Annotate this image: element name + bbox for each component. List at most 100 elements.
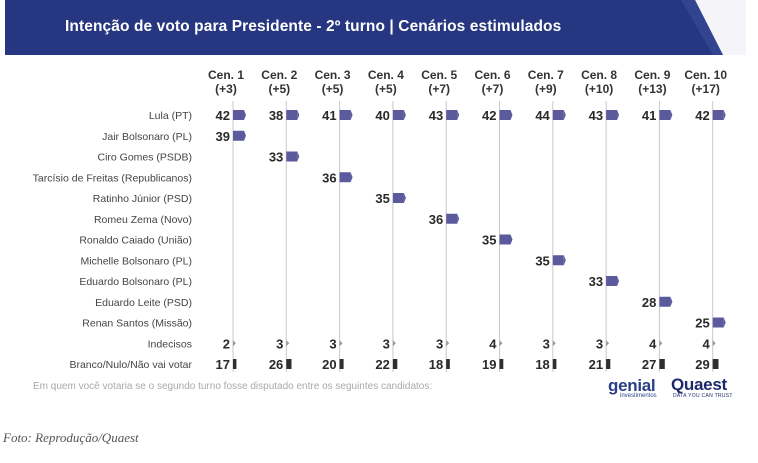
quaest-logo-text: Quaest	[671, 375, 727, 394]
value-bar	[233, 130, 244, 141]
value-bar	[659, 359, 665, 369]
value-label: 43	[589, 108, 603, 123]
value-bar-tip	[244, 130, 246, 141]
value-bar-tip	[563, 110, 566, 120]
value-label: 33	[589, 274, 603, 289]
value-bar	[339, 110, 351, 120]
value-label: 29	[695, 357, 709, 372]
value-label: 40	[375, 108, 389, 123]
value-label: 3	[383, 336, 390, 351]
value-label: 42	[482, 108, 496, 123]
value-label: 3	[276, 336, 283, 351]
value-label: 22	[375, 357, 389, 372]
row-label: Indecisos	[148, 338, 192, 350]
scenario-margin: (+3)	[215, 82, 237, 96]
value-bar-tip	[617, 110, 620, 120]
value-label: 20	[322, 357, 336, 372]
value-bar	[712, 359, 719, 369]
quaest-logo-subtext: DATA YOU CAN TRUST	[673, 393, 733, 399]
value-bar	[712, 317, 724, 328]
scenario-label: Cen. 8	[581, 68, 617, 82]
value-label: 42	[695, 108, 709, 123]
value-bar-tip	[244, 110, 246, 120]
chart-title: Intenção de voto para Presidente - 2º tu…	[65, 18, 562, 35]
value-tick	[659, 340, 663, 347]
scenario-label: Cen. 7	[528, 68, 564, 82]
value-bar-tip	[403, 110, 406, 120]
value-label: 3	[596, 336, 603, 351]
value-bar-tip	[723, 110, 726, 120]
value-label: 18	[535, 357, 549, 372]
value-bar	[286, 359, 292, 369]
row-label: Romeu Zema (Novo)	[94, 214, 192, 226]
value-bar	[606, 359, 611, 369]
value-bar	[606, 110, 618, 120]
scenario-label: Cen. 3	[315, 68, 351, 82]
value-bar-tip	[297, 110, 300, 120]
scenario-label: Cen. 5	[421, 68, 457, 82]
value-label: 33	[269, 150, 283, 165]
scenario-margin: (+5)	[322, 82, 344, 96]
scenario-label: Cen. 4	[368, 68, 404, 82]
row-label: Renan Santos (Missão)	[82, 318, 192, 330]
value-label: 4	[702, 336, 710, 351]
chart-card: Intenção de voto para Presidente - 2º tu…	[5, 0, 746, 412]
scenario-margin: (+13)	[638, 82, 666, 96]
value-tick	[339, 340, 343, 347]
value-bar	[339, 172, 351, 183]
row-label: Ciro Gomes (PSDB)	[97, 152, 192, 164]
header-decoration	[681, 0, 746, 55]
value-tick	[392, 340, 396, 347]
value-label: 4	[649, 336, 657, 351]
row-label: Tarcísio de Freitas (Republicanos)	[33, 172, 192, 184]
value-bar	[392, 193, 404, 203]
value-bar	[446, 359, 450, 369]
value-bar-tip	[510, 110, 513, 120]
value-tick	[606, 340, 610, 347]
value-tick	[446, 340, 450, 347]
value-label: 17	[216, 357, 230, 372]
question-footnote: Em quem você votaria se o segundo turno …	[33, 381, 433, 392]
value-tick	[712, 340, 716, 347]
row-label: Jair Bolsonaro (PL)	[102, 131, 192, 143]
value-bar-tip	[723, 317, 726, 328]
scenario-label: Cen. 10	[684, 68, 727, 82]
value-bar	[446, 110, 458, 120]
value-label: 35	[482, 233, 496, 248]
value-label: 26	[269, 357, 283, 372]
row-label: Lula (PT)	[149, 110, 192, 122]
quaest-logo: Quaest DATA YOU CAN TRUST	[671, 375, 733, 399]
value-bar	[552, 110, 564, 120]
value-bar	[499, 359, 504, 369]
row-label: Eduardo Leite (PSD)	[95, 297, 192, 309]
genial-logo-subtext: investimentos	[620, 393, 657, 399]
genial-logo: genial investimentos	[608, 376, 657, 399]
value-label: 41	[642, 108, 656, 123]
value-label: 36	[322, 170, 336, 185]
value-bar	[286, 110, 298, 120]
value-tick	[552, 340, 556, 347]
value-bar	[446, 213, 458, 224]
poll-table-chart: Cen. 1(+3)Cen. 2(+5)Cen. 3(+5)Cen. 4(+5)…	[33, 68, 727, 372]
row-label: Branco/Nulo/Não vai votar	[69, 359, 192, 371]
scenario-label: Cen. 9	[634, 68, 670, 82]
scenario-margin: (+7)	[428, 82, 450, 96]
value-label: 35	[375, 191, 389, 206]
value-tick	[233, 340, 236, 347]
value-bar-tip	[563, 255, 566, 266]
value-label: 27	[642, 357, 656, 372]
value-label: 18	[429, 357, 443, 372]
value-label: 3	[436, 336, 443, 351]
value-bar	[659, 296, 671, 307]
value-label: 3	[543, 336, 550, 351]
scenario-label: Cen. 2	[261, 68, 297, 82]
value-label: 39	[216, 129, 230, 144]
value-bar-tip	[670, 110, 673, 120]
row-label: Ronaldo Caiado (União)	[79, 235, 192, 247]
value-label: 2	[223, 336, 230, 351]
value-bar-tip	[670, 296, 673, 307]
row-label: Michelle Bolsonaro (PL)	[81, 255, 192, 267]
scenario-margin: (+9)	[535, 82, 557, 96]
value-label: 43	[429, 108, 443, 123]
value-label: 36	[429, 212, 443, 227]
